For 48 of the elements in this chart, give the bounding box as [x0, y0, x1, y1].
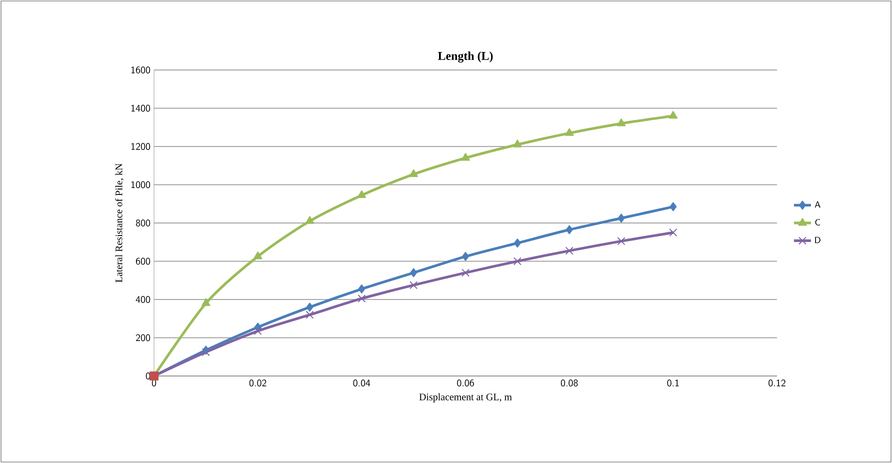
point — [514, 238, 521, 248]
point — [358, 284, 366, 294]
point — [513, 140, 522, 148]
point — [565, 246, 574, 255]
point — [462, 252, 470, 261]
point — [306, 310, 314, 319]
x-tick-label: 0.08 — [560, 379, 578, 386]
y-tick-label: 400 — [136, 296, 150, 303]
chart-title: Length (L) — [438, 52, 493, 62]
x-axis-title: Displacement at GL, m — [419, 393, 512, 402]
point — [409, 169, 418, 177]
point — [618, 214, 625, 223]
x-tick-label: 0.02 — [249, 379, 266, 386]
legend-label: C — [815, 219, 820, 226]
point — [357, 190, 366, 198]
point — [202, 298, 210, 306]
x-tick-label: 0.12 — [768, 379, 786, 386]
y-tick-label: 800 — [136, 219, 150, 226]
point — [410, 268, 418, 278]
x-tick-label: 0.04 — [353, 379, 370, 386]
point — [617, 237, 626, 246]
legend-label: D — [815, 236, 820, 244]
y-tick-label: 1200 — [131, 142, 150, 150]
x-tick-label: 0.1 — [667, 379, 679, 386]
y-tick-label: 1600 — [131, 66, 150, 74]
point — [358, 294, 366, 303]
point — [202, 348, 210, 356]
legend-label: A — [814, 201, 820, 208]
point — [668, 110, 678, 119]
point — [566, 225, 573, 234]
point — [670, 202, 677, 212]
point — [669, 228, 678, 237]
point — [254, 327, 262, 336]
point — [461, 268, 470, 277]
point — [253, 251, 262, 260]
point — [513, 257, 522, 266]
y-tick-label: 600 — [136, 258, 150, 265]
point — [305, 216, 314, 224]
y-axis-title: Lateral Resistance of Pile, kN — [115, 164, 124, 282]
point — [410, 281, 418, 290]
y-tick-label: 200 — [136, 334, 150, 342]
point — [461, 152, 470, 161]
y-tick-label: 1000 — [131, 181, 150, 188]
x-tick-label: 0.06 — [457, 379, 474, 386]
point — [616, 118, 626, 126]
point — [306, 302, 314, 312]
y-tick-label: 1400 — [131, 104, 150, 112]
point — [564, 128, 574, 136]
